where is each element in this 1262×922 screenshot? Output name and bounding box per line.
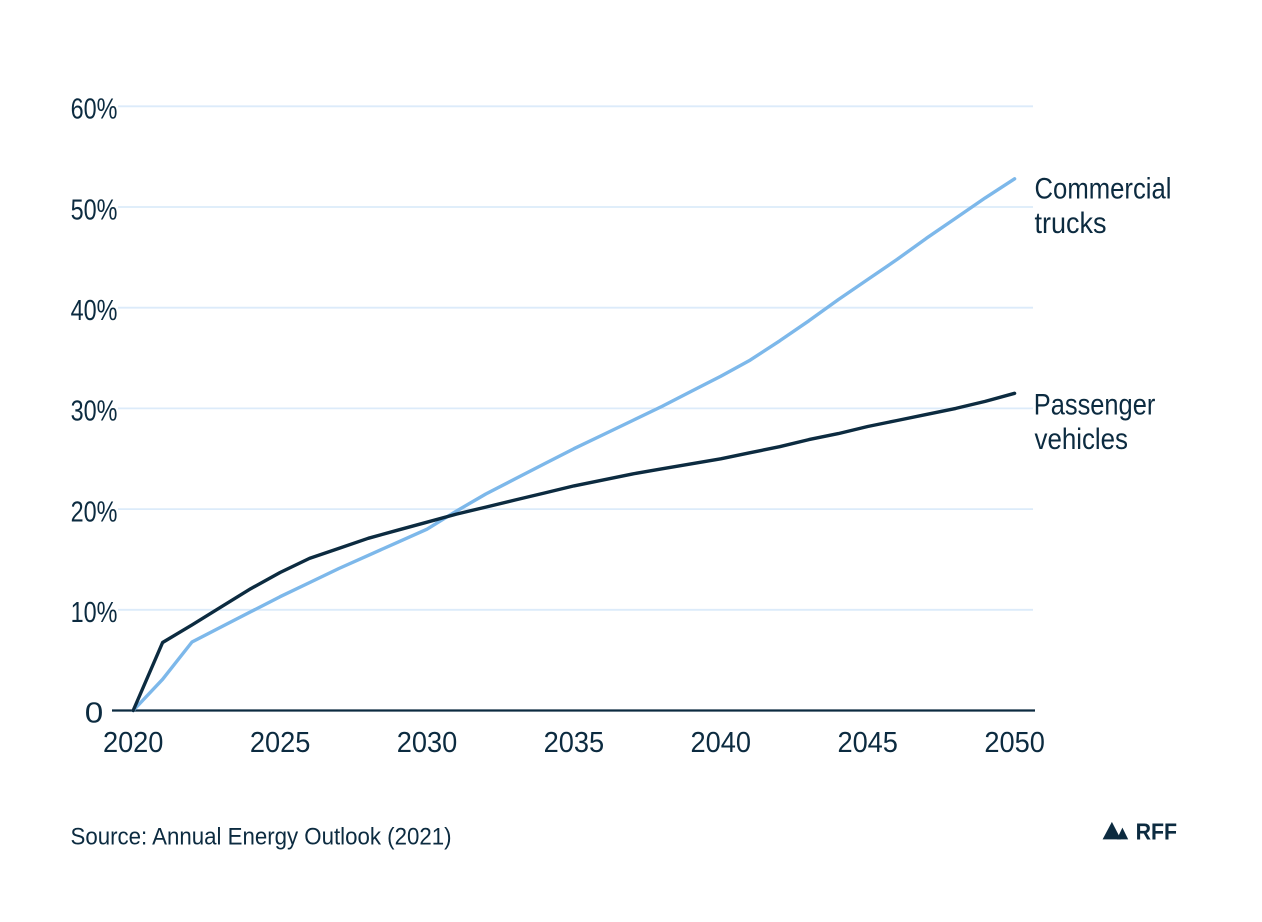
svg-text:30%: 30% <box>71 396 118 428</box>
svg-text:2025: 2025 <box>250 727 311 759</box>
svg-text:Commercial: Commercial <box>1035 173 1172 206</box>
svg-text:2030: 2030 <box>397 727 458 759</box>
svg-text:2045: 2045 <box>837 727 898 759</box>
svg-text:Source: Annual Energy Outlook: Source: Annual Energy Outlook (2021) <box>71 824 452 851</box>
svg-text:20%: 20% <box>71 496 118 528</box>
svg-text:2035: 2035 <box>544 727 605 759</box>
svg-text:RFF: RFF <box>1136 818 1178 844</box>
svg-text:60%: 60% <box>71 94 118 126</box>
svg-text:2050: 2050 <box>984 727 1045 759</box>
svg-text:Passenger: Passenger <box>1034 388 1156 421</box>
svg-text:50%: 50% <box>71 194 118 226</box>
svg-text:trucks: trucks <box>1035 207 1107 240</box>
svg-text:2040: 2040 <box>691 727 752 759</box>
svg-text:vehicles: vehicles <box>1035 423 1129 456</box>
svg-text:40%: 40% <box>71 295 118 327</box>
svg-text:10%: 10% <box>71 597 118 629</box>
svg-text:2020: 2020 <box>103 727 164 759</box>
svg-text:0: 0 <box>85 697 104 729</box>
